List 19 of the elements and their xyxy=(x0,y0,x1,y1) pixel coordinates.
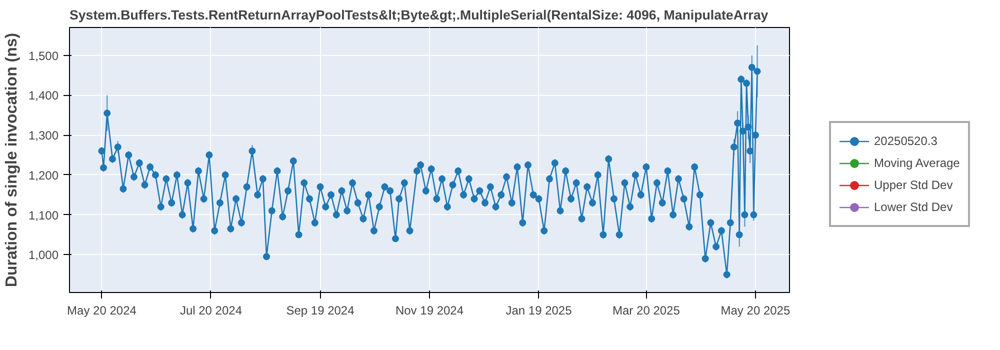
x-tick-label: Jan 19 2025 xyxy=(506,304,572,318)
y-tick-label: 1,200 xyxy=(28,168,59,182)
y-tick-label: 1,100 xyxy=(28,208,59,222)
legend-label: Upper Std Dev xyxy=(874,178,953,192)
legend-label: Lower Std Dev xyxy=(874,200,953,214)
x-tick-label: Nov 19 2024 xyxy=(395,304,464,318)
x-tick-label: Sep 19 2024 xyxy=(286,304,355,318)
legend-label: 20250520.3 xyxy=(874,134,938,148)
y-tick-label: 1,000 xyxy=(28,248,59,262)
x-tick-label: Mar 20 2025 xyxy=(612,304,680,318)
x-tick-label: May 20 2024 xyxy=(67,304,137,318)
x-tick-label: May 20 2025 xyxy=(720,304,790,318)
y-tick-label: 1,400 xyxy=(28,88,59,103)
x-tick-label: Jul 20 2024 xyxy=(180,304,242,318)
y-tick-label: 1,300 xyxy=(28,128,59,143)
y-tick-label: 1,500 xyxy=(28,48,59,63)
legend-label: Moving Average xyxy=(874,156,960,170)
chart-title: System.Buffers.Tests.RentReturnArrayPoolTests&lt;Byte&gt;.MultipleSerial(RentalSize: 4096, ManipulateArray xyxy=(70,8,769,22)
y-axis-title: Duration of single invocation (ns) xyxy=(3,32,20,288)
